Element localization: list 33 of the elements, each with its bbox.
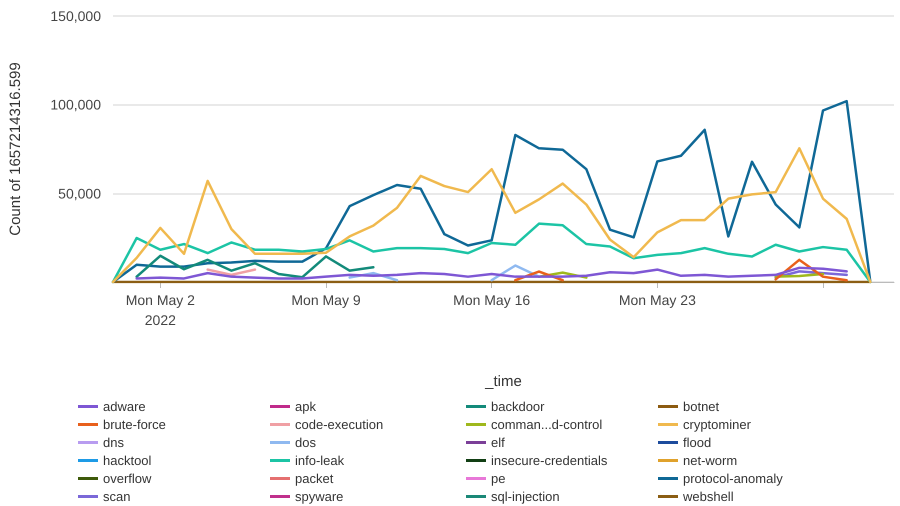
y-tick-label: 150,000 xyxy=(50,8,102,24)
legend-label: sql-injection xyxy=(491,489,560,504)
legend-label: webshell xyxy=(682,489,734,504)
legend-label: insecure-credentials xyxy=(491,453,608,468)
legend-label: packet xyxy=(295,471,334,486)
legend-label: net-worm xyxy=(683,453,738,468)
legend-label: scan xyxy=(103,489,130,504)
legend-label: overflow xyxy=(103,471,152,486)
y-axis-title: Count of 1657214316.599 xyxy=(7,62,24,236)
legend-label: hacktool xyxy=(103,453,152,468)
legend-label: apk xyxy=(295,399,316,414)
legend-label: dos xyxy=(295,435,316,450)
legend-label: info-leak xyxy=(295,453,345,468)
legend-label: code-execution xyxy=(295,417,384,432)
legend-label: backdoor xyxy=(491,399,546,414)
y-tick-label: 100,000 xyxy=(50,96,102,113)
y-tick-label: 50,000 xyxy=(58,185,102,202)
legend-label: adware xyxy=(103,399,146,414)
x-tick-label: Mon May 2 2022 xyxy=(126,292,196,328)
x-tick-label: Mon May 16 xyxy=(453,292,530,308)
legend-label: cryptominer xyxy=(683,417,752,432)
legend-label: botnet xyxy=(683,399,720,414)
legend-label: brute-force xyxy=(103,417,166,432)
legend-label: flood xyxy=(683,435,712,450)
legend-label: comman...d-control xyxy=(491,417,602,432)
x-tick-label: Mon May 9 xyxy=(291,292,361,308)
legend-label: spyware xyxy=(295,489,344,504)
legend-label: elf xyxy=(491,435,506,450)
x-tick-label: Mon May 23 xyxy=(618,292,696,308)
legend-label: pe xyxy=(491,471,506,486)
legend-label: protocol-anomaly xyxy=(683,471,784,486)
legend-label: dns xyxy=(103,435,124,450)
x-axis-title: _time xyxy=(484,373,522,390)
